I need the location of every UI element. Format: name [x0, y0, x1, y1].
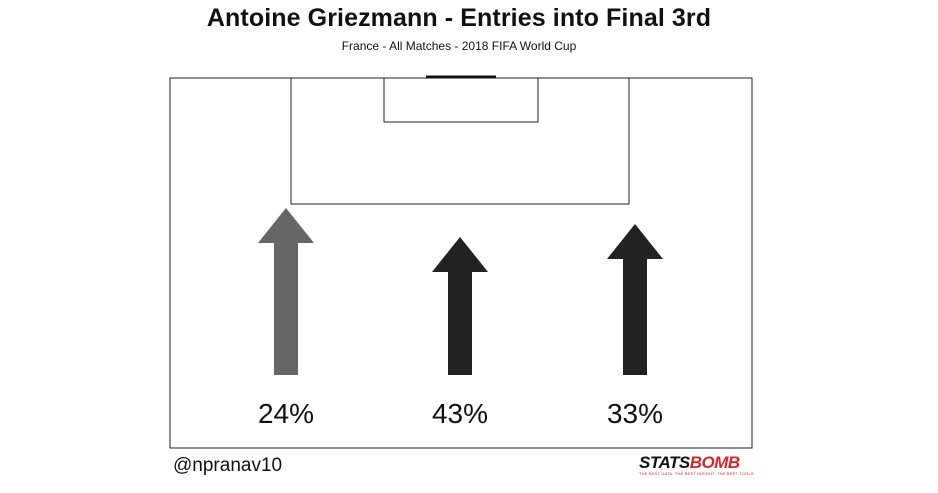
data-label-right: 33% [607, 398, 663, 429]
logo-tagline: THE BEST DATA. THE BEST INSIGHT. THE BES… [639, 471, 754, 476]
arrow-center [432, 237, 488, 375]
chart-subtitle: France - All Matches - 2018 FIFA World C… [341, 39, 577, 53]
logo-word-part2: BOMB [689, 453, 740, 472]
logo-wordmark: STATSBOMB [639, 454, 754, 471]
logo-word-part1: STATS [639, 453, 690, 472]
arrow-left [258, 208, 314, 375]
arrows-group [258, 208, 663, 375]
six-yard-box [383, 77, 539, 123]
data-label-left: 24% [258, 398, 314, 429]
statsbomb-logo: STATSBOMB THE BEST DATA. THE BEST INSIGH… [639, 454, 754, 484]
data-label-center: 43% [432, 398, 488, 429]
arrow-right [607, 224, 663, 375]
penalty-box [290, 77, 630, 205]
author-handle: @npranav10 [173, 455, 283, 476]
chart-title: Antoine Griezmann - Entries into Final 3… [206, 4, 712, 32]
